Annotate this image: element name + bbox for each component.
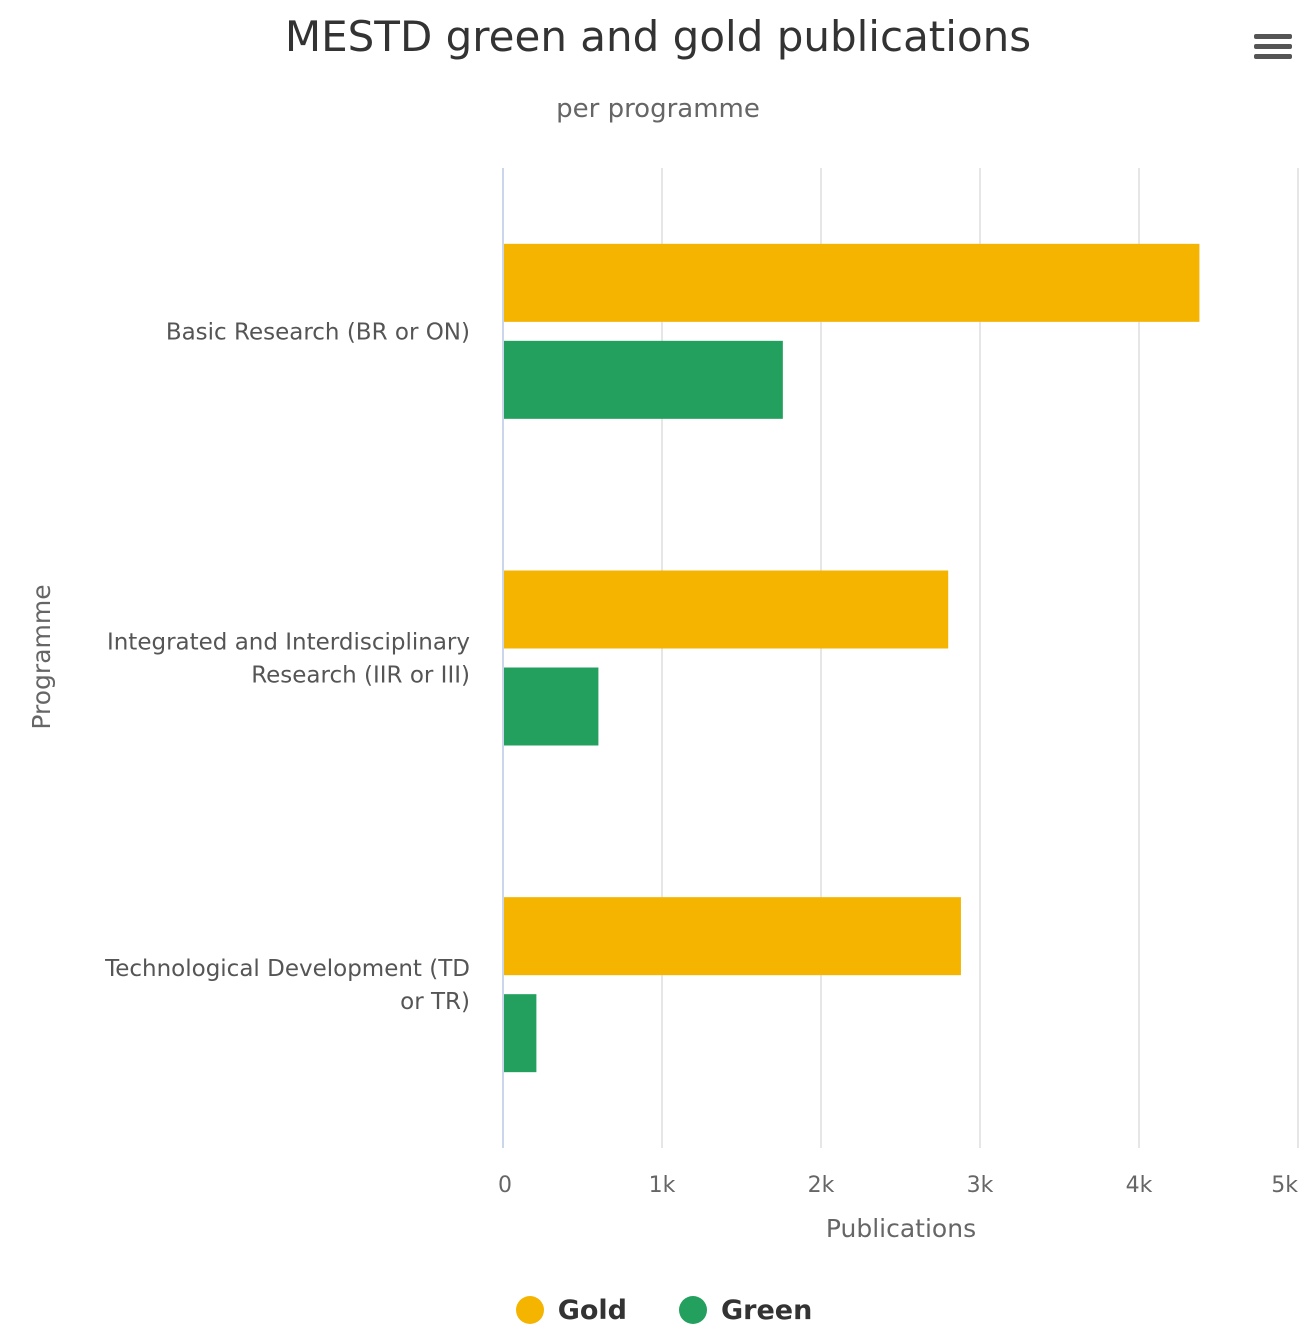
x-tick-label: 1k xyxy=(649,1173,676,1198)
legend-label: Green xyxy=(720,1294,813,1326)
x-tick-label: 0 xyxy=(498,1173,512,1198)
legend-marker-icon xyxy=(678,1296,707,1324)
x-tick-label: 2k xyxy=(808,1173,835,1198)
legend-item-green[interactable]: Green xyxy=(678,1294,813,1326)
bar-green xyxy=(504,994,537,1073)
legend-marker-icon xyxy=(515,1296,544,1324)
legend-item-gold[interactable]: Gold xyxy=(515,1294,627,1326)
chart-title: MESTD green and gold publications xyxy=(284,12,1032,61)
bar-gold xyxy=(504,570,949,649)
bar-green xyxy=(504,667,599,746)
x-axis-ticks: 0 1k 2k 3k 4k 5k xyxy=(498,1173,1298,1198)
bar-gold xyxy=(504,243,1200,322)
x-tick-label: 5k xyxy=(1271,1173,1298,1198)
legend-label: Gold xyxy=(557,1294,627,1326)
menu-bar xyxy=(1254,44,1292,49)
x-tick-label: 3k xyxy=(967,1173,994,1198)
menu-bar xyxy=(1254,34,1292,39)
category-label: Integrated and Interdisciplinary xyxy=(107,630,470,656)
x-axis-title: Publications xyxy=(826,1214,976,1243)
category-label: Research (IIR or III) xyxy=(251,663,470,689)
y-axis-title: Programme xyxy=(27,584,56,729)
category-label: Basic Research (BR or ON) xyxy=(166,319,470,345)
hamburger-menu-icon[interactable] xyxy=(1246,28,1296,68)
bar-gold xyxy=(504,897,961,976)
x-tick-label: 4k xyxy=(1126,1173,1153,1198)
y-axis-categories: Basic Research (BR or ON) Integrated and … xyxy=(104,319,470,1015)
bar-green xyxy=(504,340,783,419)
menu-bar xyxy=(1254,54,1292,59)
category-label: or TR) xyxy=(400,989,470,1015)
category-label: Technological Development (TD xyxy=(104,956,470,982)
chart-subtitle: per programme xyxy=(556,94,760,124)
bars xyxy=(504,243,1200,1073)
grid-lines xyxy=(502,168,1299,1148)
legend: Gold Green xyxy=(0,1288,1316,1332)
